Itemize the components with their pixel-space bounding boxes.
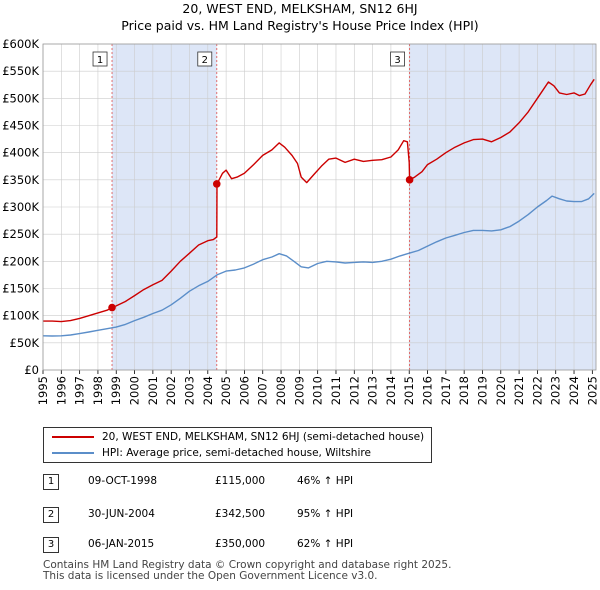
x-tick-label: 2020 [494, 376, 508, 405]
chart-title: 20, WEST END, MELKSHAM, SN12 6HJ [182, 1, 418, 16]
x-tick-label: 2006 [237, 376, 251, 405]
sale-marker-box-1 [92, 51, 108, 67]
y-tick-label: £350K [2, 173, 39, 187]
y-tick-label: £300K [2, 200, 39, 214]
x-tick-label: 2002 [164, 376, 178, 405]
sale-marker-box-3 [390, 51, 405, 67]
x-tick-label: 2018 [457, 376, 471, 405]
x-tick-label: 2013 [366, 376, 380, 405]
x-tick-label: 2023 [549, 376, 563, 405]
transaction-marker: 1 [43, 474, 59, 490]
sale-point-2 [212, 180, 221, 188]
x-tick-label: 2025 [585, 376, 599, 405]
y-tick-label: £100K [2, 309, 39, 323]
x-tick-label: 1997 [73, 376, 87, 405]
transaction-price: £342,500 [215, 508, 266, 520]
transaction-hpi: 46% ↑ HPI [297, 475, 354, 487]
x-tick-label: 2017 [439, 376, 453, 405]
legend-label-property: 20, WEST END, MELKSHAM, SN12 6HJ (semi-d… [102, 431, 425, 443]
x-tick-label: 2001 [146, 376, 160, 405]
sale-marker-label-2: 2 [202, 55, 208, 66]
table-row: 3 06-JAN-2015 £350,000 62% ↑ HPI [43, 537, 463, 555]
transaction-marker: 3 [43, 537, 59, 553]
transaction-hpi: 62% ↑ HPI [297, 538, 354, 550]
x-tick-label: 2000 [128, 376, 142, 405]
y-tick-label: £500K [2, 91, 39, 105]
property-series-line [43, 78, 595, 323]
chart-title-block: 20, WEST END, MELKSHAM, SN12 6HJ Price p… [0, 0, 600, 34]
plot-frame [42, 43, 597, 371]
y-tick-label: £400K [2, 146, 39, 160]
x-tick-label: 2011 [329, 376, 343, 405]
y-tick-label: £600K [2, 37, 39, 51]
sale-marker-label-1: 1 [97, 55, 103, 66]
transaction-marker: 2 [43, 507, 59, 523]
y-tick-label: £50K [10, 336, 40, 350]
legend-swatch-property [52, 436, 94, 438]
transaction-date: 09-OCT-1998 [88, 475, 157, 487]
legend-label-hpi: HPI: Average price, semi-detached house,… [102, 447, 371, 459]
price-chart: £0 £50K £100K £150K £200K £250K £300K £350K £400… [2, 37, 599, 405]
x-tick-label: 2022 [530, 376, 544, 405]
y-tick-label: £550K [2, 64, 39, 78]
sale-point-3 [405, 176, 414, 184]
transaction-hpi: 95% ↑ HPI [297, 508, 354, 520]
x-tick-label: 2003 [182, 376, 196, 405]
x-tick-label: 2019 [475, 376, 489, 405]
x-tick-label: 1996 [54, 376, 68, 405]
x-tick-label: 2014 [384, 376, 398, 405]
table-row: 2 30-JUN-2004 £342,500 95% ↑ HPI [43, 507, 463, 525]
transaction-date: 30-JUN-2004 [88, 508, 155, 520]
legend: 20, WEST END, MELKSHAM, SN12 6HJ (semi-d… [43, 427, 432, 463]
sale-marker-box-2 [197, 51, 213, 67]
x-tick-label: 2007 [256, 376, 270, 405]
x-tick-label: 2021 [512, 376, 526, 405]
footer: Contains HM Land Registry data © Crown c… [43, 560, 451, 582]
x-tick-label: 2010 [311, 376, 325, 405]
x-tick-label: 2015 [402, 376, 416, 405]
x-tick-label: 2024 [567, 376, 581, 405]
y-tick-label: £200K [2, 254, 39, 268]
footer-line-1: Contains HM Land Registry data © Crown c… [43, 559, 452, 571]
hpi-series-line [42, 192, 595, 337]
x-tick-label: 2009 [292, 376, 306, 405]
transaction-date: 06-JAN-2015 [88, 538, 155, 550]
transaction-price: £115,000 [215, 475, 266, 487]
table-row: 1 09-OCT-1998 £115,000 46% ↑ HPI [43, 474, 463, 492]
x-tick-label: 1999 [109, 376, 123, 405]
sale-point-1 [108, 303, 116, 312]
x-tick-label: 2004 [201, 376, 215, 405]
transaction-price: £350,000 [215, 538, 266, 550]
legend-swatch-hpi [52, 452, 94, 454]
sale-marker-label-3: 3 [394, 55, 400, 66]
y-tick-label: £250K [2, 227, 39, 241]
x-tick-label: 2012 [347, 376, 361, 405]
x-tick-label: 2016 [421, 376, 435, 405]
footer-line-2: This data is licensed under the Open Gov… [43, 570, 378, 582]
y-tick-label: £150K [2, 282, 39, 296]
x-tick-label: 2008 [274, 376, 288, 405]
x-tick-label: 2005 [219, 376, 233, 405]
x-tick-label: 1995 [36, 376, 50, 405]
x-tick-label: 1998 [91, 376, 105, 405]
y-tick-label: £450K [2, 119, 39, 133]
chart-subtitle: Price paid vs. HM Land Registry's House … [121, 18, 479, 33]
y-tick-label: £0 [24, 363, 39, 377]
